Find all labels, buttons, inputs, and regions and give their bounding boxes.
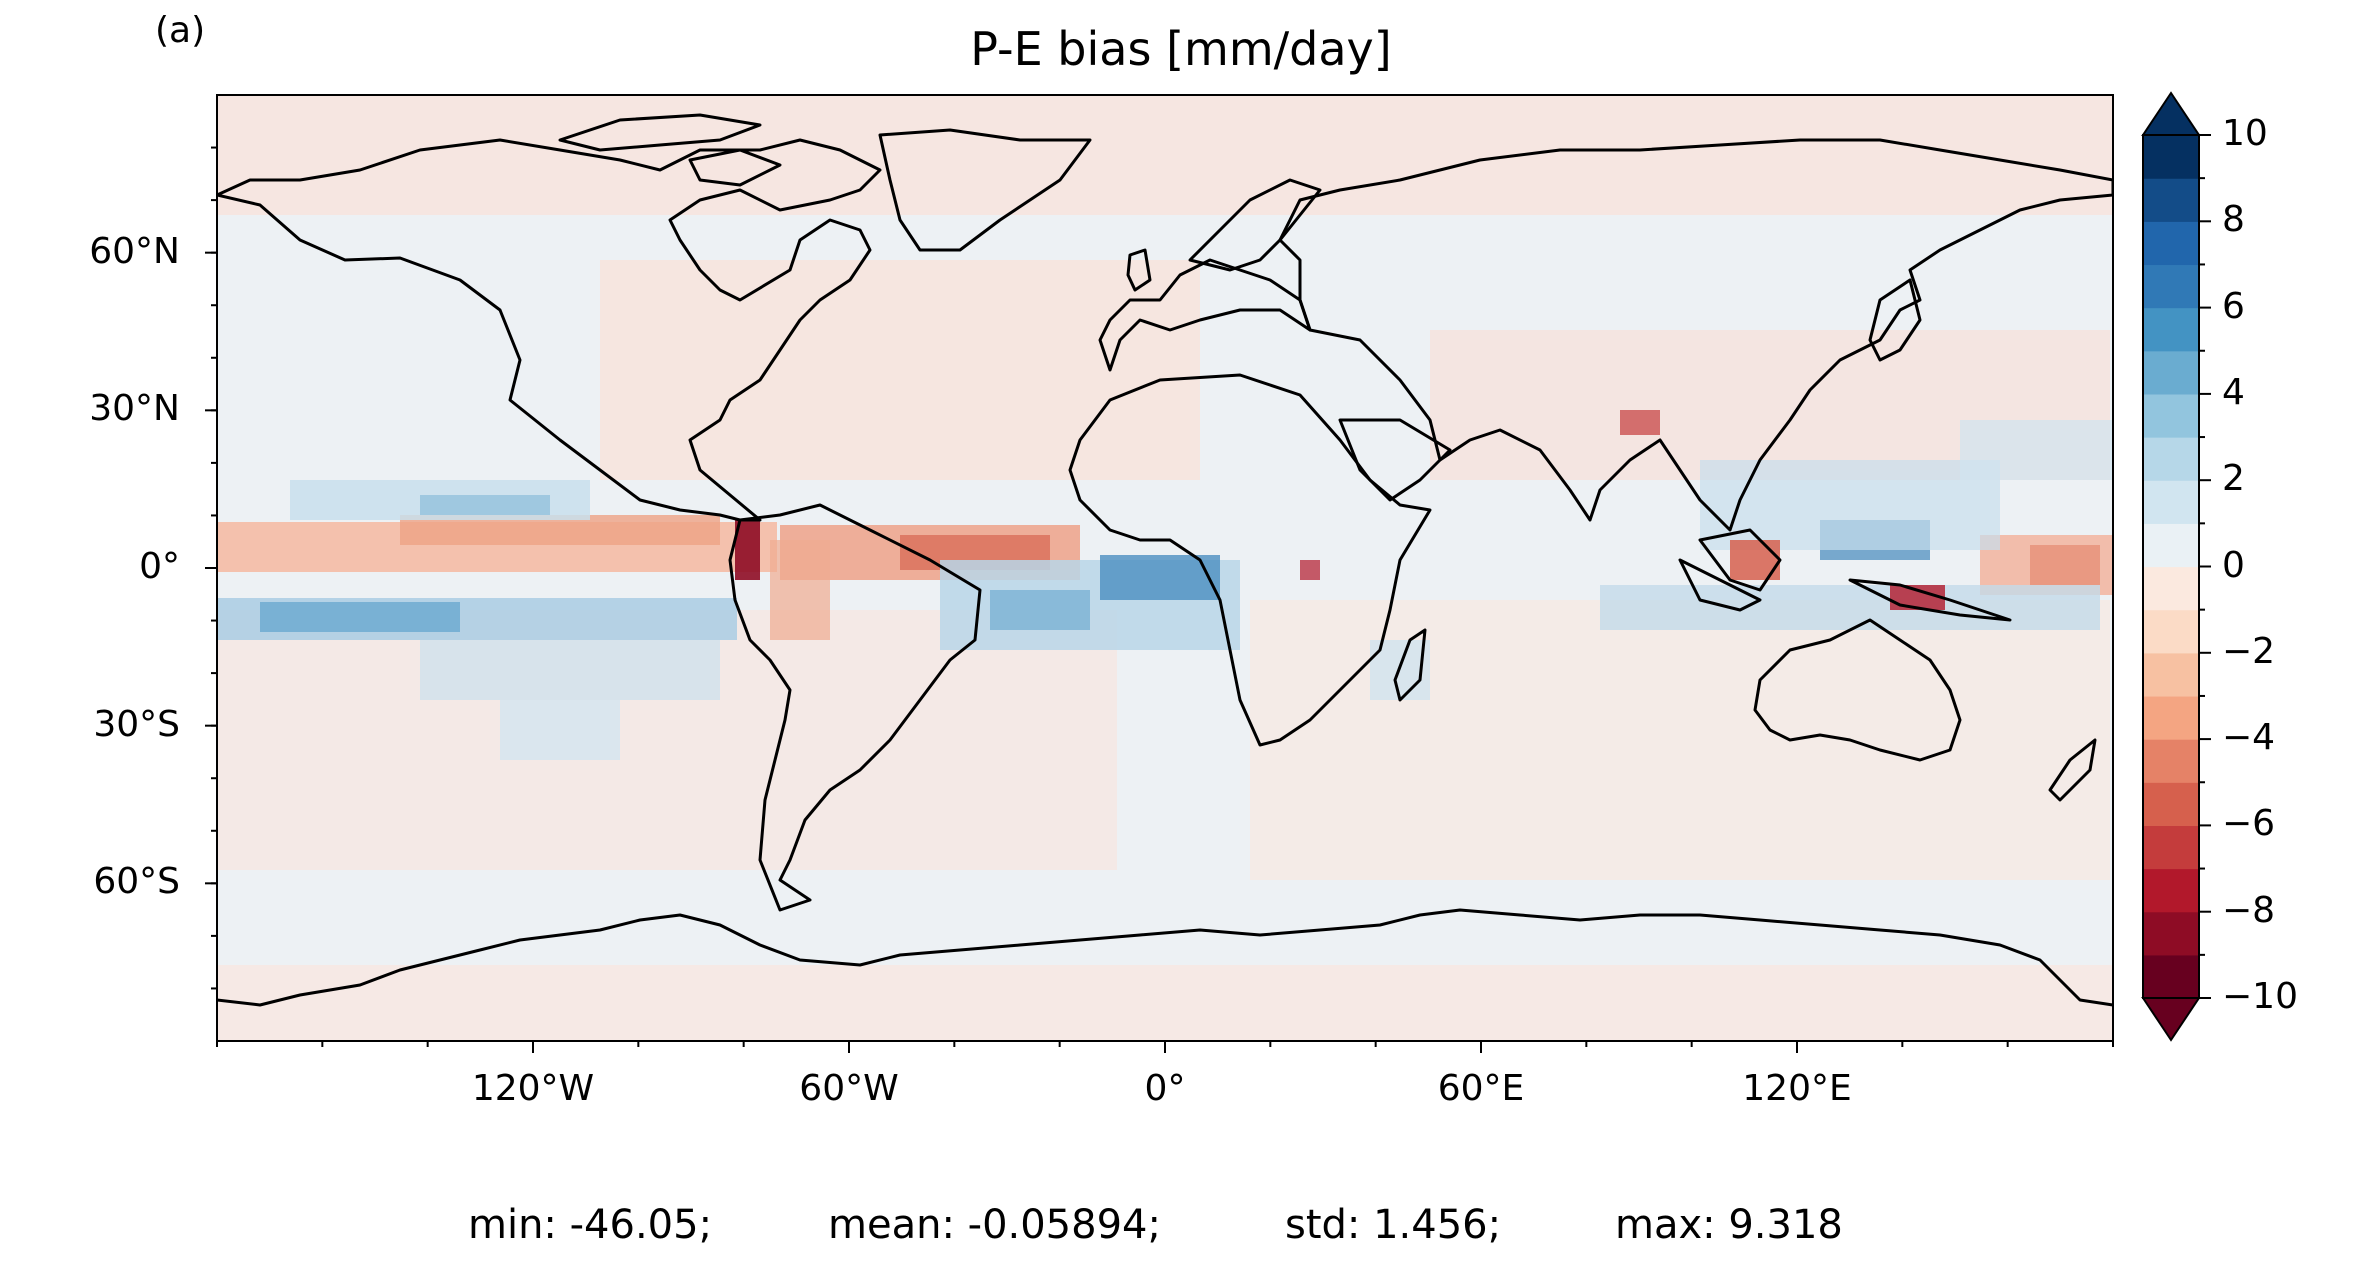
colorbar-tick-label: 4	[2222, 371, 2245, 413]
colorbar-segment	[2143, 178, 2199, 222]
colorbar-segment	[2143, 307, 2199, 352]
colorbar-segment	[2143, 523, 2199, 568]
colorbar-segment	[2143, 868, 2199, 913]
colorbar-segment	[2143, 221, 2199, 266]
coastlines	[217, 113, 2113, 1007]
colorbar-segment	[2143, 739, 2199, 783]
lon-label: 0°	[1144, 1068, 1186, 1109]
lat-label: 30°S	[93, 703, 180, 745]
colorbar-segment	[2143, 825, 2199, 870]
lat-label: 60°S	[93, 861, 180, 903]
lon-label: 60°W	[799, 1068, 899, 1109]
colorbar-tick-label: −6	[2222, 803, 2276, 845]
map-title: P-E bias [mm/day]	[970, 22, 1392, 76]
colorbar-tick-label: −2	[2222, 630, 2276, 672]
colorbar-segment	[2143, 393, 2199, 438]
colorbar-tick-label: 0	[2222, 544, 2245, 586]
stat-max: max: 9.318	[1615, 1202, 1843, 1248]
panel-label: (a)	[155, 10, 206, 51]
colorbar-segment	[2143, 695, 2199, 740]
colorbar-extend-max	[2141, 91, 2201, 136]
colorbar-segment	[2143, 954, 2199, 999]
colorbar-extend-min	[2141, 997, 2201, 1042]
colorbar-segment	[2143, 437, 2199, 481]
lat-label: 60°N	[89, 230, 180, 272]
colorbar-tick-label: −10	[2222, 976, 2298, 1017]
lon-label: 60°E	[1437, 1068, 1525, 1109]
colorbar-segment	[2143, 782, 2199, 826]
colorbar-tick-label: 10	[2222, 113, 2268, 154]
colorbar-segment	[2143, 911, 2199, 956]
colorbar-segment	[2143, 264, 2199, 309]
colorbar-segment	[2143, 135, 2199, 179]
bias-field	[217, 95, 2113, 1041]
lon-label: 120°E	[1742, 1068, 1852, 1109]
lat-label: 30°N	[89, 388, 180, 430]
colorbar-tick-label: 6	[2222, 285, 2245, 327]
lon-label: 120°W	[471, 1068, 595, 1109]
colorbar-tick-label: 8	[2222, 199, 2245, 241]
colorbar-segment	[2143, 480, 2199, 524]
colorbar-segment	[2143, 566, 2199, 611]
lat-label: 0°	[139, 546, 180, 587]
colorbar-segment	[2143, 652, 2199, 697]
colorbar-tick-label: 2	[2222, 458, 2245, 500]
colorbar	[2141, 91, 2211, 1042]
colorbar-segment	[2143, 609, 2199, 654]
colorbar-tick-label: −8	[2222, 889, 2276, 931]
stat-min: min: -46.05;	[468, 1202, 713, 1248]
colorbar-segment	[2143, 350, 2199, 395]
stat-std: std: 1.456;	[1285, 1202, 1502, 1248]
stat-mean: mean: -0.05894;	[828, 1202, 1161, 1248]
colorbar-tick-label: −4	[2222, 717, 2276, 759]
